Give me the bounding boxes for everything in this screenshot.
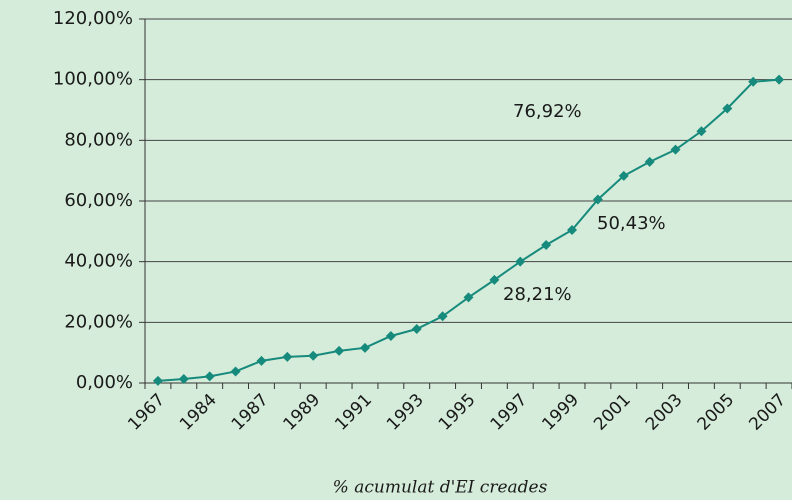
data-point xyxy=(308,350,319,361)
data-point xyxy=(515,256,526,267)
data-point xyxy=(567,225,578,236)
x-tick-label: 1989 xyxy=(280,390,325,435)
x-tick-label: 1995 xyxy=(435,390,480,435)
data-point xyxy=(256,355,267,366)
x-tick-label: 1984 xyxy=(176,390,221,435)
data-point xyxy=(385,330,396,341)
x-tick-label: 1999 xyxy=(538,390,583,435)
y-tick-label: 20,00% xyxy=(64,311,133,332)
data-point xyxy=(670,144,681,155)
data-point xyxy=(359,342,370,353)
x-axis-label: % acumulat d'EI creades xyxy=(333,478,548,498)
y-tick-label: 60,00% xyxy=(64,190,133,211)
line-series xyxy=(157,78,780,382)
x-tick-label: 2007 xyxy=(745,390,790,435)
data-point xyxy=(334,345,345,356)
annotation: 28,21% xyxy=(503,284,572,305)
data-point xyxy=(644,156,655,167)
x-tick-label: 1993 xyxy=(383,390,428,435)
data-point xyxy=(748,76,759,87)
annotation: 50,43% xyxy=(597,213,666,234)
data-point xyxy=(204,371,215,382)
data-point xyxy=(541,239,552,250)
data-point xyxy=(282,351,293,362)
y-tick-label: 40,00% xyxy=(64,251,133,272)
data-point xyxy=(722,103,733,114)
data-point xyxy=(437,311,448,322)
x-tick-label: 1967 xyxy=(124,390,169,435)
x-tick-label: 1987 xyxy=(228,390,273,435)
y-tick-label: 80,00% xyxy=(64,129,133,150)
y-tick-label: 0,00% xyxy=(76,372,133,393)
annotation: 76,92% xyxy=(513,101,582,122)
data-point xyxy=(696,126,707,137)
x-tick-label: 1997 xyxy=(487,390,532,435)
data-point xyxy=(178,374,189,385)
y-tick-label: 120,00% xyxy=(53,8,133,29)
y-tick-label: 100,00% xyxy=(53,69,133,90)
x-tick-label: 1991 xyxy=(331,390,376,435)
x-tick-label: 2005 xyxy=(694,390,739,435)
data-point xyxy=(592,194,603,205)
data-point xyxy=(489,274,500,285)
x-tick-label: 2001 xyxy=(590,390,635,435)
data-point xyxy=(411,324,422,335)
data-point xyxy=(230,366,241,377)
data-point xyxy=(463,292,474,303)
data-point xyxy=(618,170,629,181)
data-point xyxy=(774,74,785,85)
data-point xyxy=(152,375,163,386)
x-tick-label: 2003 xyxy=(642,390,687,435)
